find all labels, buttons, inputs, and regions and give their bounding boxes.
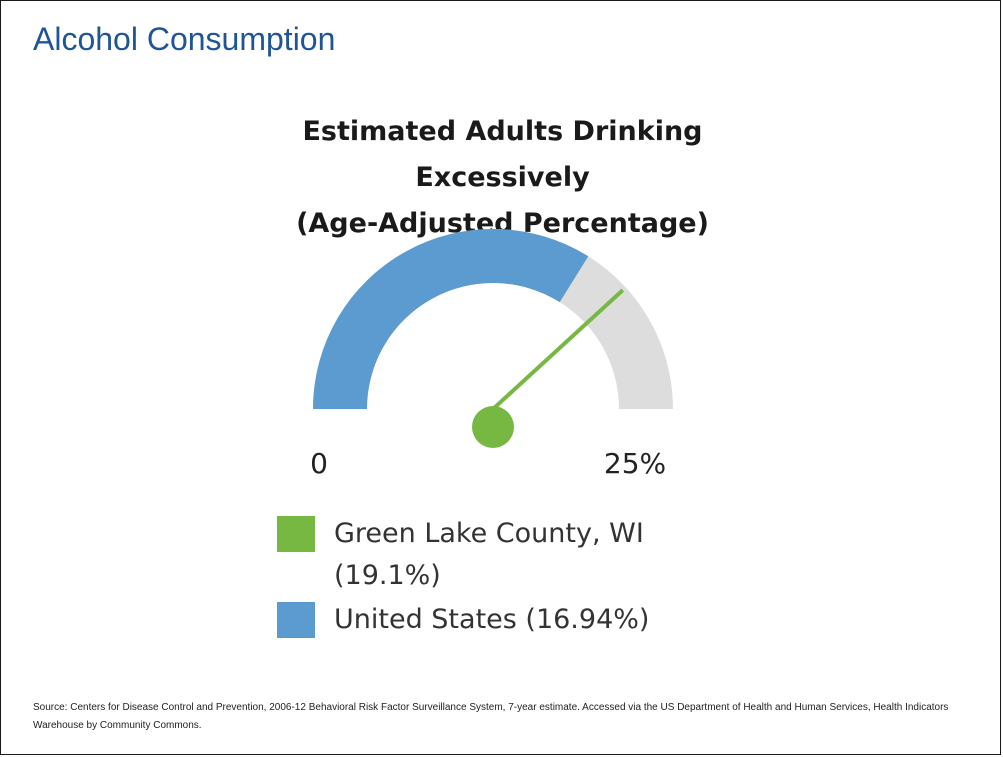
- gauge-chart: 0 25%: [310, 228, 673, 480]
- gauge-max-label: 25%: [604, 447, 666, 480]
- gauge-min-label: 0: [310, 447, 328, 480]
- legend-item-united-states: United States (16.94%): [277, 599, 717, 641]
- legend-swatch-green-lake: [277, 516, 315, 552]
- legend-label-united-states: United States (16.94%): [334, 604, 650, 635]
- legend-item-green-lake: Green Lake County, WI (19.1%): [277, 513, 717, 597]
- source-citation: Source: Centers for Disease Control and …: [33, 702, 949, 731]
- gauge-fill-arc-united-states: [313, 228, 589, 409]
- gauge-needle-green-lake: [491, 288, 625, 411]
- legend-swatch-united-states: [277, 602, 315, 638]
- chart-title-line-2: Excessively: [415, 162, 590, 193]
- chart-title-line-1: Estimated Adults Drinking: [302, 116, 703, 147]
- slide-title: Alcohol Consumption: [33, 21, 336, 57]
- gauge-needle-hub: [472, 406, 514, 448]
- legend-label-green-lake: Green Lake County, WI (19.1%): [334, 518, 644, 591]
- chart-title: Estimated Adults Drinking Excessively (A…: [201, 109, 804, 247]
- legend: Green Lake County, WI (19.1%) United Sta…: [277, 513, 717, 641]
